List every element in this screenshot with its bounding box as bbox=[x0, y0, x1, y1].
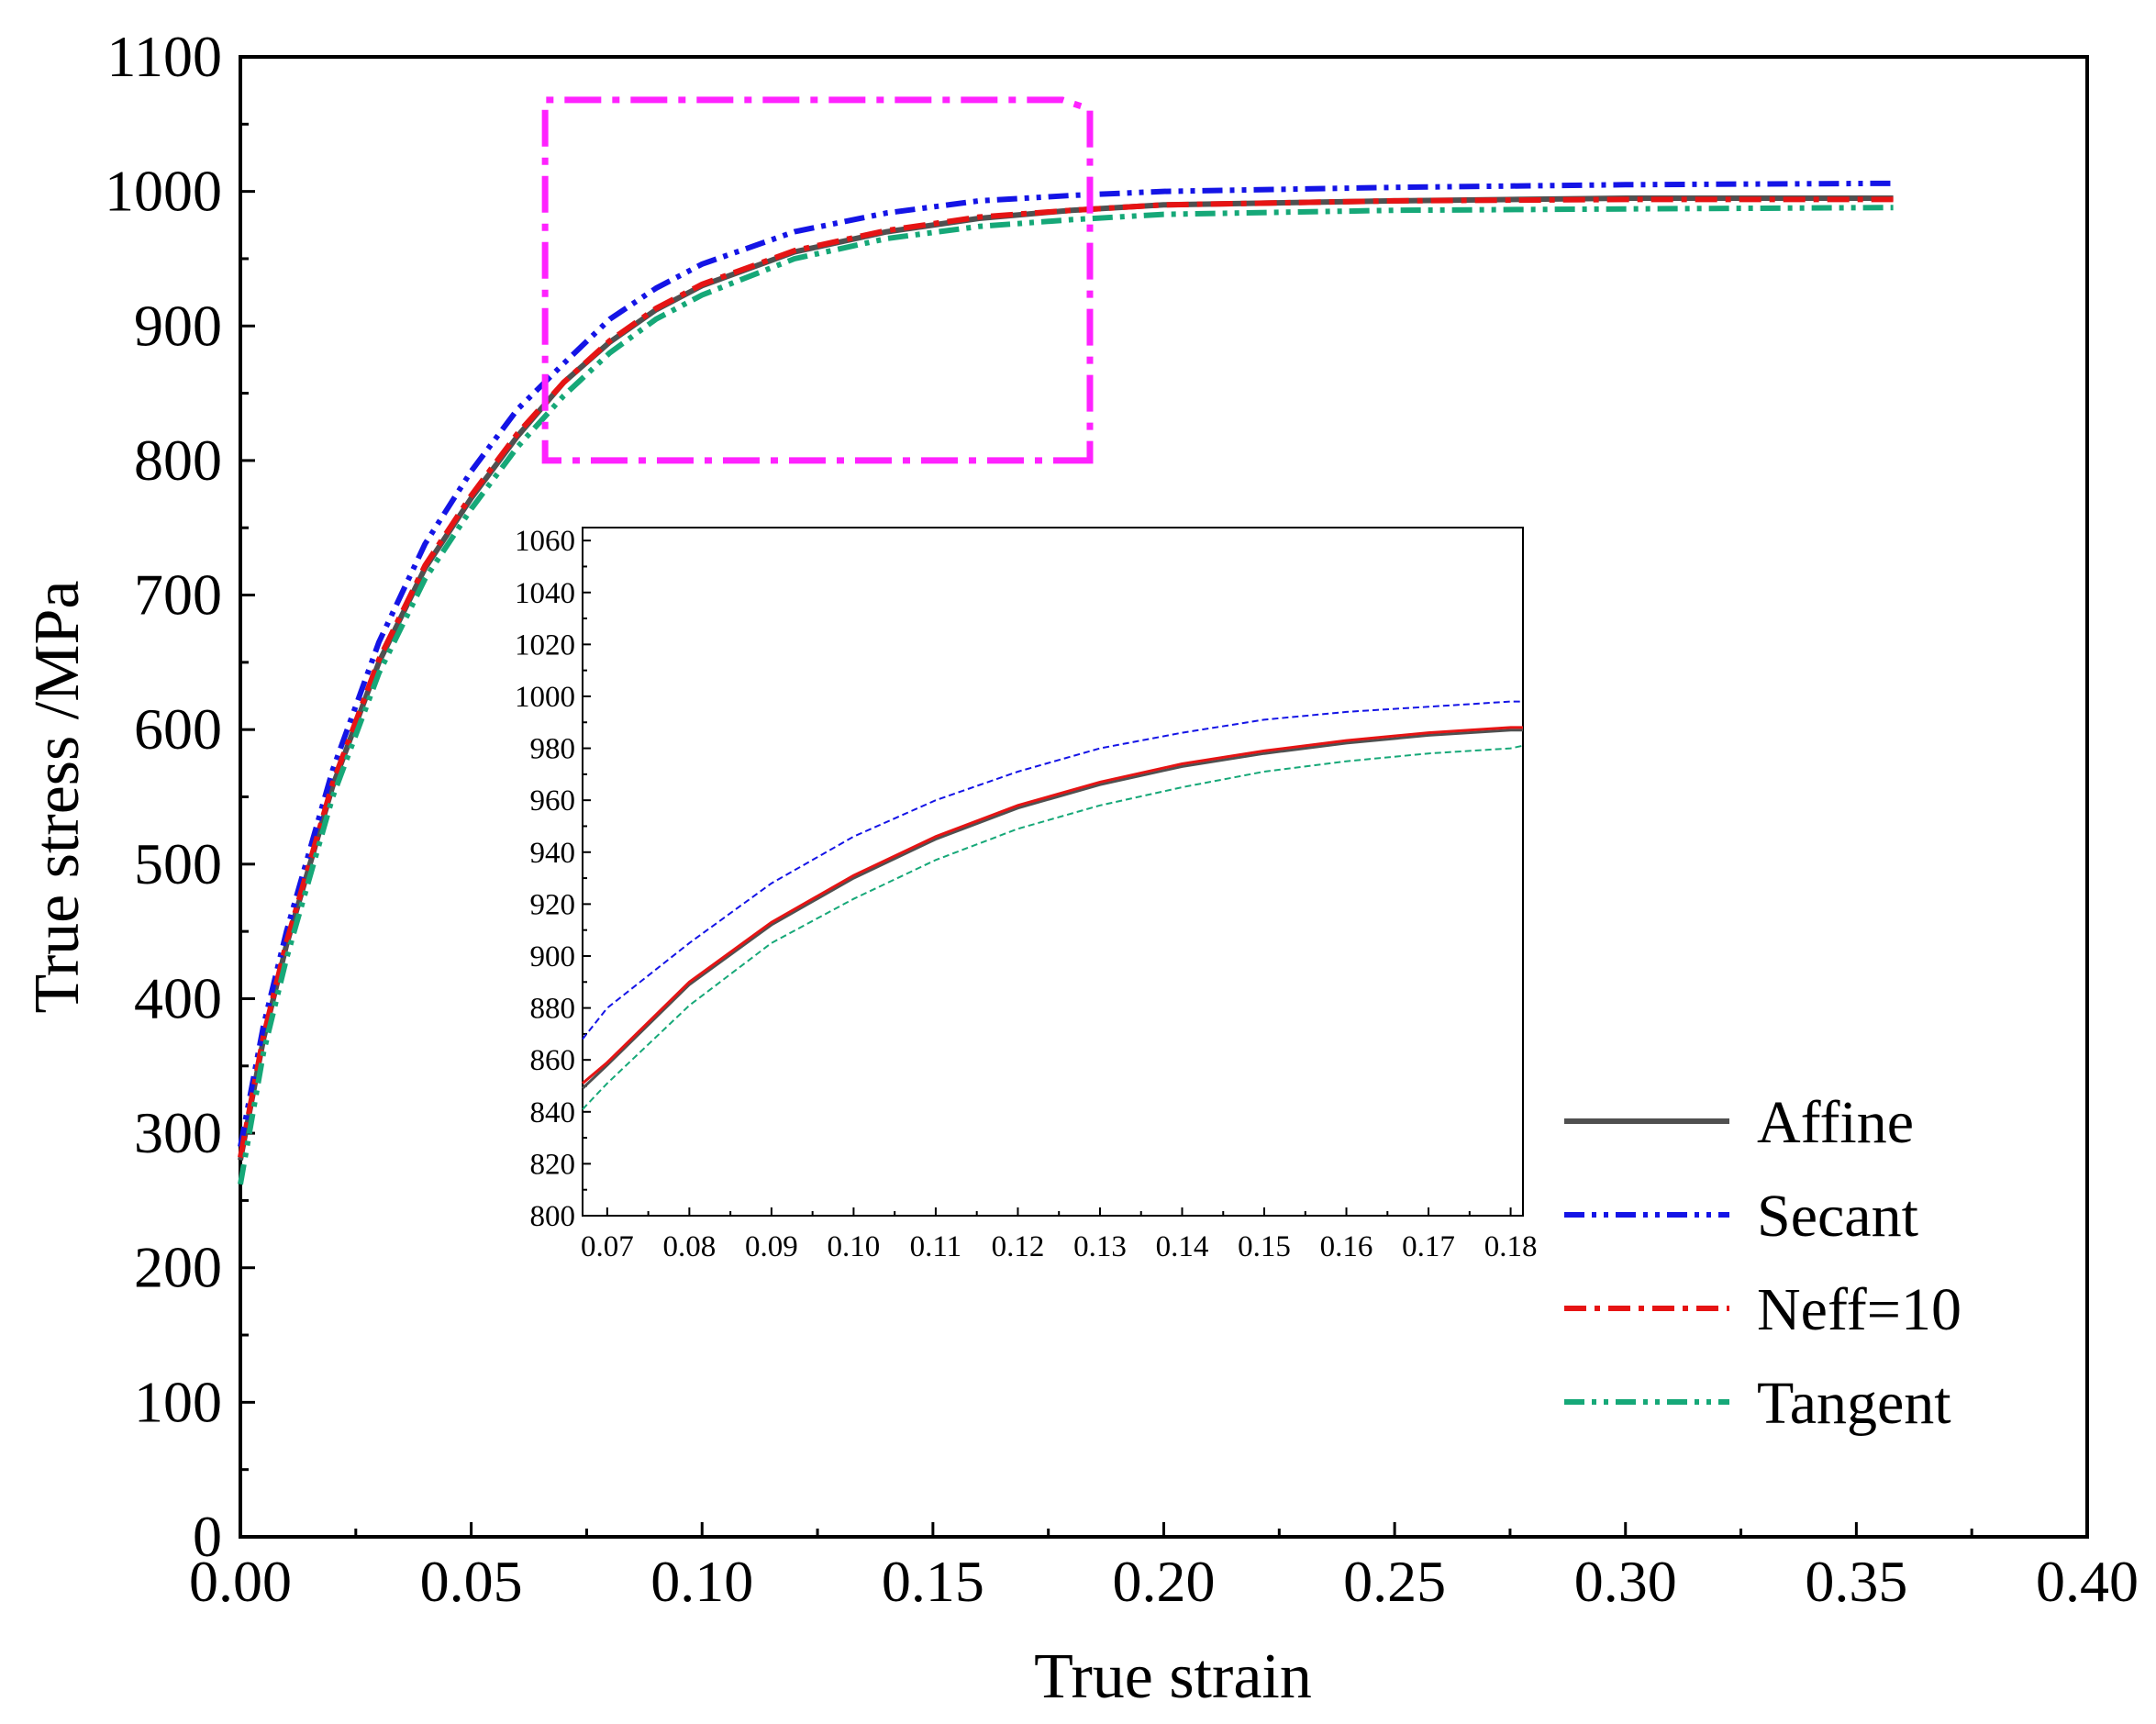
x-tick-label: 0.00 bbox=[189, 1549, 292, 1614]
y-tick-label: 0 bbox=[193, 1504, 222, 1569]
y-tick-label: 200 bbox=[134, 1235, 222, 1300]
legend-label: Tangent bbox=[1757, 1370, 1951, 1437]
legend-label: Affine bbox=[1757, 1089, 1914, 1156]
inset-x-tick-label: 0.18 bbox=[1484, 1230, 1538, 1263]
y-tick-label: 900 bbox=[134, 293, 222, 358]
inset-y-tick-label: 880 bbox=[530, 993, 576, 1026]
inset-x-tick-label: 0.13 bbox=[1073, 1230, 1127, 1263]
inset-y-tick-label: 1060 bbox=[515, 525, 575, 558]
inset-y-tick-label: 960 bbox=[530, 784, 576, 818]
x-tick-label: 0.35 bbox=[1805, 1549, 1907, 1614]
inset-x-tick-label: 0.10 bbox=[828, 1230, 881, 1263]
inset-y-tick-label: 900 bbox=[530, 940, 576, 973]
legend-label: Secant bbox=[1757, 1183, 1918, 1250]
x-tick-label: 0.30 bbox=[1574, 1549, 1677, 1614]
inset-x-tick-label: 0.12 bbox=[992, 1230, 1045, 1263]
inset-y-tick-label: 980 bbox=[530, 733, 576, 766]
series-line-neff-10 bbox=[238, 196, 1894, 1159]
series-line-tangent bbox=[238, 205, 1894, 1185]
inset-plot-frame bbox=[582, 527, 1524, 1217]
inset-x-tick-label: 0.16 bbox=[1320, 1230, 1373, 1263]
inset-y-tick-label: 1040 bbox=[515, 577, 575, 610]
series-line-secant bbox=[238, 180, 1894, 1148]
inset-x-tick-label: 0.15 bbox=[1238, 1230, 1291, 1263]
inset-x-tick-label: 0.08 bbox=[663, 1230, 717, 1263]
y-tick-label: 400 bbox=[134, 965, 222, 1030]
x-axis-title: True strain bbox=[1034, 1641, 1312, 1712]
y-tick-label: 500 bbox=[134, 831, 222, 896]
inset-y-tick-label: 940 bbox=[530, 837, 576, 870]
inset-x-tick-label: 0.11 bbox=[910, 1230, 962, 1263]
x-tick-label: 0.05 bbox=[420, 1549, 523, 1614]
inset-y-tick-label: 800 bbox=[530, 1200, 576, 1233]
inset-y-tick-label: 1020 bbox=[515, 628, 575, 662]
x-tick-label: 0.20 bbox=[1113, 1549, 1216, 1614]
inset-x-tick-label: 0.14 bbox=[1156, 1230, 1209, 1263]
y-tick-label: 1000 bbox=[105, 159, 222, 224]
x-tick-label: 0.40 bbox=[2036, 1549, 2139, 1614]
inset-y-tick-label: 920 bbox=[530, 888, 576, 921]
y-tick-label: 100 bbox=[134, 1369, 222, 1434]
y-tick-label: 600 bbox=[134, 696, 222, 762]
inset-y-tick-label: 1000 bbox=[515, 681, 575, 714]
inset-x-tick-label: 0.09 bbox=[745, 1230, 798, 1263]
inset-y-tick-label: 860 bbox=[530, 1044, 576, 1077]
inset-x-tick-label: 0.07 bbox=[581, 1230, 634, 1263]
zoom-highlight-box bbox=[541, 96, 1094, 464]
inset-series-line-affine bbox=[581, 729, 1523, 1090]
x-tick-label: 0.10 bbox=[650, 1549, 753, 1614]
y-tick-label: 800 bbox=[134, 428, 222, 493]
inset-series-line-tangent bbox=[582, 744, 1524, 1110]
y-tick-label: 300 bbox=[134, 1100, 222, 1165]
y-tick-label: 700 bbox=[134, 562, 222, 628]
inset-series-line-secant bbox=[582, 700, 1523, 1040]
legend-label: Neff=10 bbox=[1757, 1276, 1962, 1343]
inset-y-tick-label: 840 bbox=[530, 1096, 576, 1129]
y-axis-title: True stress /MPa bbox=[22, 581, 93, 1014]
inset-x-tick-label: 0.17 bbox=[1402, 1230, 1455, 1263]
x-tick-label: 0.25 bbox=[1343, 1549, 1446, 1614]
inset-y-tick-label: 820 bbox=[530, 1148, 576, 1181]
x-tick-label: 0.15 bbox=[882, 1549, 984, 1614]
y-tick-label: 1100 bbox=[106, 24, 222, 89]
inset-series-line-neff-10 bbox=[582, 726, 1523, 1084]
